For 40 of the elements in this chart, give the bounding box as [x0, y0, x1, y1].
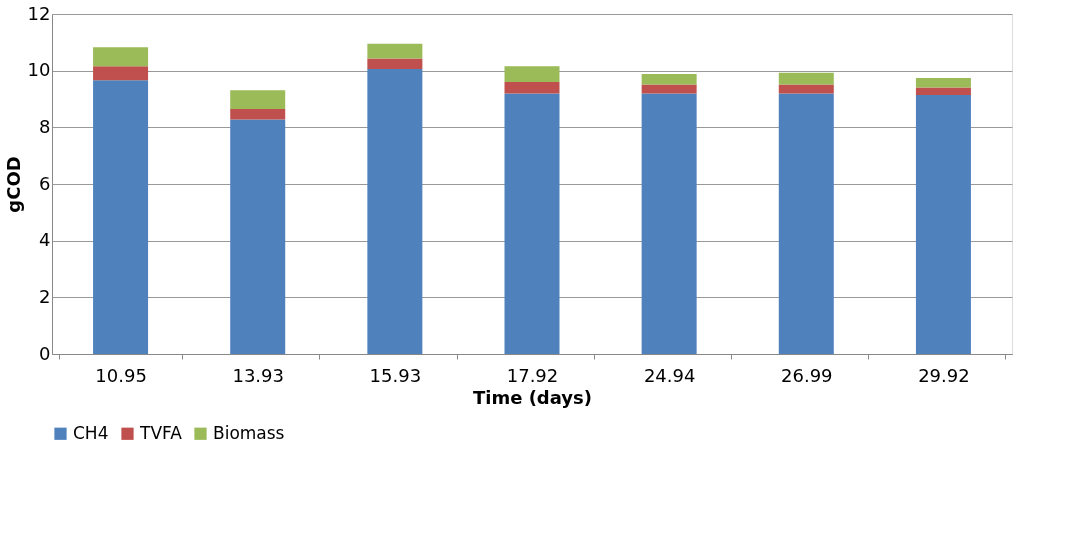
legend-label: CH4: [73, 422, 109, 443]
bar: [367, 58, 423, 69]
y-tick-label: 6: [39, 172, 51, 194]
bar: [778, 93, 834, 354]
bar: [915, 95, 971, 354]
bar: [641, 74, 697, 85]
bar: [230, 90, 286, 109]
bar: [778, 72, 834, 85]
bar: [641, 93, 697, 354]
x-tick-label: 13.93: [232, 364, 284, 386]
bar: [367, 43, 423, 59]
bar: [367, 68, 423, 354]
bar: [93, 47, 149, 67]
y-tick-label: 2: [39, 285, 51, 307]
bar: [230, 108, 286, 120]
bar: [230, 119, 286, 354]
x-tick-label: 10.95: [95, 364, 147, 386]
x-axis-title: Time (days): [472, 386, 593, 408]
bar: [504, 82, 560, 94]
bar: [93, 66, 149, 81]
legend-label: Biomass: [213, 422, 285, 443]
y-tick-label: 8: [39, 115, 51, 137]
x-tick-label: 17.92: [506, 364, 559, 386]
x-tick-label: 15.93: [369, 364, 422, 386]
bar: [778, 84, 834, 94]
y-axis-title: gCOD: [2, 156, 24, 213]
bar: [93, 80, 149, 354]
bar: [504, 66, 560, 82]
y-tick-label: 4: [39, 229, 51, 251]
legend-label: TVFA: [139, 422, 183, 443]
y-tick-label: 0: [39, 342, 51, 364]
bar: [504, 93, 560, 354]
bar: [915, 78, 971, 88]
y-tick-label: 10: [27, 59, 51, 81]
x-tick-label: 26.99: [781, 364, 833, 386]
bar: [915, 87, 971, 96]
x-tick-label: 24.94: [643, 364, 696, 386]
y-tick-label: 12: [27, 2, 51, 24]
bar: [641, 84, 697, 94]
x-tick-label: 29.92: [918, 364, 970, 386]
